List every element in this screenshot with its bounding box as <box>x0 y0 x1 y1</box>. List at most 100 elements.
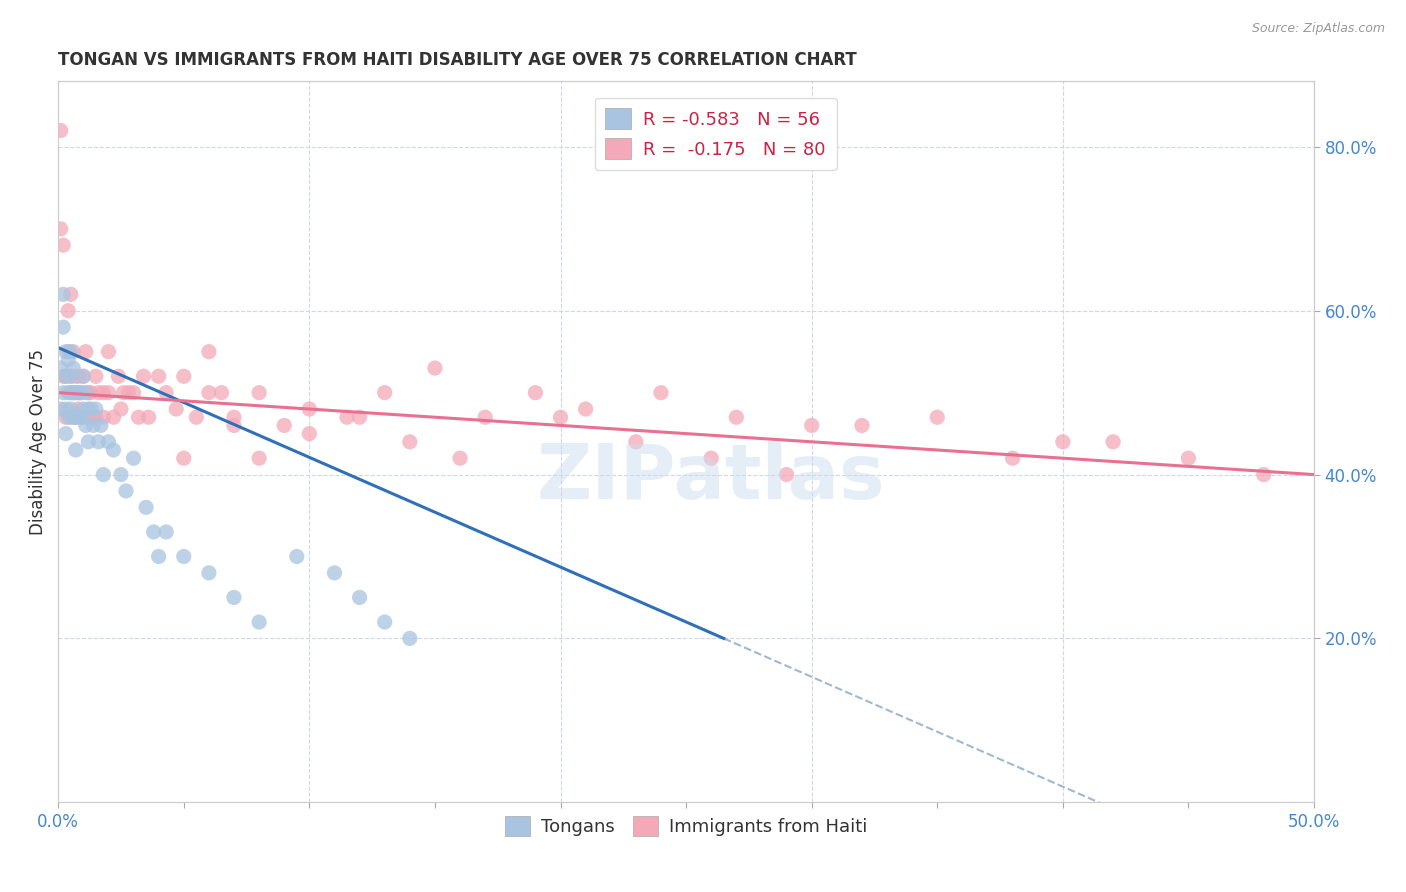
Point <box>550 410 572 425</box>
Point <box>298 402 321 417</box>
Point <box>423 361 446 376</box>
Point <box>107 369 129 384</box>
Point <box>65 385 87 400</box>
Point <box>62 410 84 425</box>
Point <box>49 123 72 137</box>
Point <box>59 344 82 359</box>
Point <box>449 451 471 466</box>
Point <box>927 410 949 425</box>
Point <box>75 344 97 359</box>
Point <box>650 385 672 400</box>
Point <box>624 434 647 449</box>
Point <box>82 418 104 433</box>
Point <box>59 385 82 400</box>
Point <box>65 410 87 425</box>
Point <box>1177 451 1199 466</box>
Point <box>84 369 107 384</box>
Point <box>55 369 77 384</box>
Text: Source: ZipAtlas.com: Source: ZipAtlas.com <box>1251 22 1385 36</box>
Point <box>52 385 75 400</box>
Point <box>103 442 125 457</box>
Point <box>77 385 100 400</box>
Point <box>323 566 346 580</box>
Point <box>1001 451 1024 466</box>
Point <box>77 410 100 425</box>
Point <box>97 434 120 449</box>
Point <box>115 483 138 498</box>
Point <box>58 385 80 400</box>
Point <box>575 402 598 417</box>
Point <box>59 287 82 301</box>
Point <box>75 385 97 400</box>
Point <box>75 418 97 433</box>
Point <box>49 361 72 376</box>
Point <box>148 549 170 564</box>
Point <box>222 418 245 433</box>
Point <box>148 369 170 384</box>
Point <box>55 426 77 441</box>
Point <box>198 344 221 359</box>
Point <box>62 361 84 376</box>
Point <box>69 385 91 400</box>
Point <box>103 410 125 425</box>
Point <box>87 434 110 449</box>
Point <box>52 369 75 384</box>
Point <box>725 410 748 425</box>
Point <box>93 385 115 400</box>
Point <box>90 418 112 433</box>
Point <box>65 410 87 425</box>
Point <box>87 385 110 400</box>
Point <box>82 410 104 425</box>
Point <box>165 402 187 417</box>
Point <box>69 410 91 425</box>
Point <box>128 410 150 425</box>
Point <box>132 369 155 384</box>
Point <box>173 549 195 564</box>
Point <box>84 402 107 417</box>
Point <box>135 500 157 515</box>
Point <box>298 426 321 441</box>
Point <box>110 402 132 417</box>
Point <box>173 451 195 466</box>
Point <box>273 418 295 433</box>
Point <box>851 418 873 433</box>
Point <box>58 352 80 367</box>
Point <box>58 344 80 359</box>
Point <box>1052 434 1074 449</box>
Point <box>222 410 245 425</box>
Point <box>800 418 823 433</box>
Point <box>285 549 308 564</box>
Point <box>198 385 221 400</box>
Point <box>58 303 80 318</box>
Point <box>186 410 208 425</box>
Point <box>67 385 90 400</box>
Point <box>69 385 91 400</box>
Text: ZIPatlas: ZIPatlas <box>537 441 886 515</box>
Point <box>62 344 84 359</box>
Point <box>209 385 232 400</box>
Point <box>155 524 177 539</box>
Point <box>55 369 77 384</box>
Point <box>62 385 84 400</box>
Point <box>72 402 94 417</box>
Point <box>155 385 177 400</box>
Point <box>77 434 100 449</box>
Point <box>59 410 82 425</box>
Point <box>84 410 107 425</box>
Point <box>72 410 94 425</box>
Point <box>93 467 115 482</box>
Point <box>247 385 270 400</box>
Point <box>58 410 80 425</box>
Point <box>374 615 396 629</box>
Point <box>474 410 496 425</box>
Point <box>142 524 165 539</box>
Point <box>398 434 420 449</box>
Point <box>55 402 77 417</box>
Point <box>65 369 87 384</box>
Point <box>77 402 100 417</box>
Point <box>67 410 90 425</box>
Point <box>52 320 75 334</box>
Point <box>59 369 82 384</box>
Legend: Tongans, Immigrants from Haiti: Tongans, Immigrants from Haiti <box>498 808 875 844</box>
Point <box>80 385 103 400</box>
